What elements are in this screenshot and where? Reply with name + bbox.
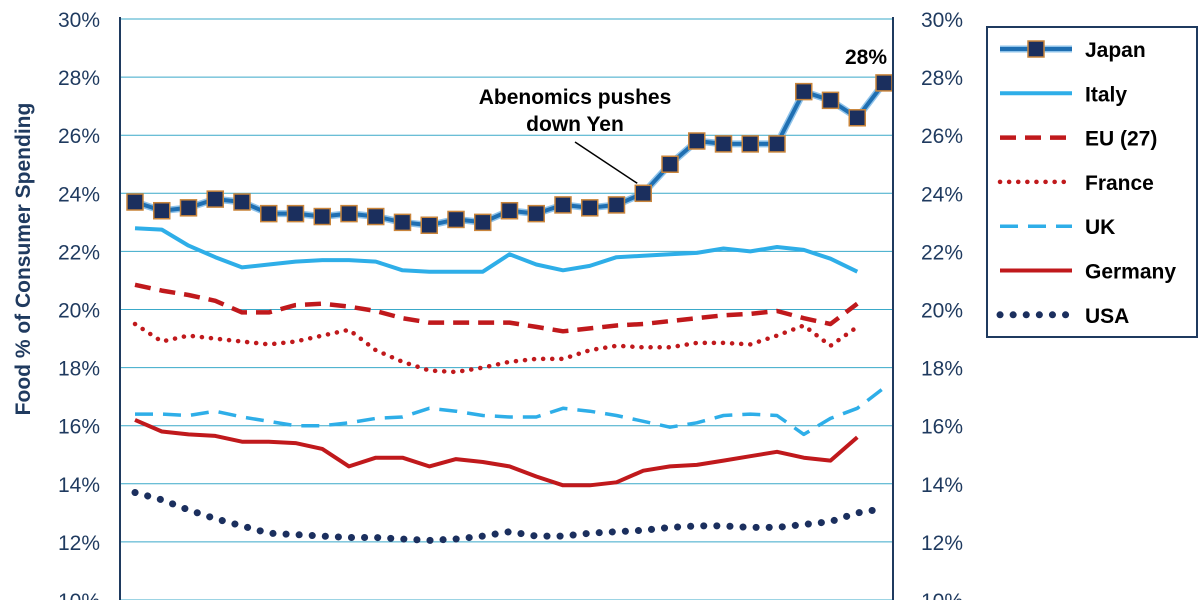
data-point-japan [179, 199, 198, 217]
y-axis-label: Food % of Consumer Spending [12, 103, 35, 416]
series-france [132, 321, 860, 375]
y-tick-label-right: 28% [921, 67, 963, 90]
data-point-japan [340, 204, 358, 223]
series-germany [134, 418, 859, 488]
y-tick-label-left: 10% [58, 590, 100, 600]
y-tick-label-right: 30% [921, 9, 963, 32]
y-tick-label-left: 26% [58, 125, 100, 148]
data-point-japan [795, 82, 813, 101]
series-japan [126, 74, 893, 235]
legend-label: Japan [1085, 39, 1146, 62]
data-point-japan [153, 201, 171, 220]
y-tick-label-right: 16% [921, 416, 963, 439]
y-tick-label-left: 14% [58, 474, 100, 497]
legend: Japan Italy EU (27) France UK Germany USA [986, 26, 1198, 338]
series-line-usa [131, 489, 888, 544]
legend-item-eu-27: EU (27) [1000, 128, 1157, 151]
y-tick-label-left: 22% [58, 241, 100, 264]
series-line-eu-27 [134, 282, 859, 334]
data-point-japan [554, 196, 572, 214]
data-point-japan [634, 184, 652, 203]
series-layer [126, 74, 893, 544]
data-point-japan [500, 201, 519, 220]
y-tick-label-right: 22% [921, 241, 963, 264]
data-point-japan [821, 91, 840, 110]
legend-marker [1027, 40, 1045, 58]
y-tick-label-right: 12% [921, 532, 963, 555]
y-tick-label-left: 12% [58, 532, 100, 555]
legend-item-france: France [997, 172, 1154, 195]
legend-label: France [1085, 172, 1154, 195]
legend-item-germany: Germany [1000, 261, 1176, 284]
y-tick-label-right: 20% [921, 300, 963, 323]
series-line-germany [134, 418, 859, 488]
annotation-leader-line [574, 141, 638, 184]
data-point-japan [741, 135, 759, 153]
y-tick-label-left: 16% [58, 416, 100, 439]
legend-label: Germany [1085, 261, 1176, 284]
series-line-uk [135, 386, 886, 437]
series-italy [134, 226, 859, 274]
data-point-japan [768, 135, 786, 153]
data-point-japan [527, 204, 545, 223]
y-tick-label-right: 24% [921, 183, 963, 206]
y-tick-label-right: 26% [921, 125, 963, 148]
y-tick-label-left: 24% [58, 183, 100, 206]
legend-item-uk: UK [1000, 216, 1115, 239]
data-point-japan [420, 216, 438, 235]
y-tick-label-left: 20% [58, 300, 100, 323]
data-point-japan [848, 109, 866, 127]
y-tick-label-left: 30% [58, 9, 100, 32]
legend-label: EU (27) [1085, 128, 1157, 151]
annotations: Abenomics pushes down Yen 28% [479, 46, 887, 184]
legend-label: UK [1085, 216, 1115, 239]
annotation-abenomics: Abenomics pushes down Yen [479, 86, 672, 136]
data-point-japan [447, 210, 465, 229]
data-point-japan [313, 207, 331, 226]
series-uk [135, 386, 886, 437]
data-point-japan [393, 213, 412, 232]
legend-box [986, 26, 1198, 338]
data-point-japan [875, 74, 893, 92]
data-point-japan [206, 190, 224, 208]
data-point-japan [474, 213, 492, 232]
data-point-japan [126, 193, 144, 211]
y-tick-label-left: 18% [58, 358, 100, 381]
legend-label: USA [1085, 305, 1129, 328]
axes [119, 17, 894, 600]
data-point-japan [286, 204, 305, 223]
annotation-28-percent: 28% [845, 46, 887, 69]
series-eu-27 [134, 282, 859, 334]
y-tick-label-left: 28% [58, 67, 100, 90]
y-tick-label-right: 14% [921, 474, 963, 497]
data-point-japan [688, 132, 706, 150]
legend-item-usa: USA [996, 305, 1129, 328]
data-point-japan [661, 155, 679, 173]
y-tick-label-right: 18% [921, 358, 963, 381]
data-point-japan [714, 135, 733, 153]
data-point-japan [581, 199, 599, 217]
data-point-japan [607, 196, 626, 214]
legend-item-italy: Italy [1000, 83, 1127, 106]
data-point-japan [233, 193, 251, 211]
legend-item-japan: Japan [1000, 39, 1146, 62]
y-axis-left-ticks: 10% 12% 14% 16% 18% 20% 22% 24% 26% 28% 30% [58, 9, 100, 600]
y-axis-right-ticks: 10% 12% 14% 16% 18% 20% 22% 24% 26% 28% 30% [921, 9, 963, 600]
legend-label: Italy [1085, 83, 1127, 106]
y-tick-label-right: 10% [921, 590, 963, 600]
series-line-italy [134, 226, 859, 274]
data-point-japan [367, 207, 385, 226]
series-line-france [132, 321, 860, 375]
series-usa [131, 489, 888, 544]
data-point-japan [260, 204, 278, 223]
